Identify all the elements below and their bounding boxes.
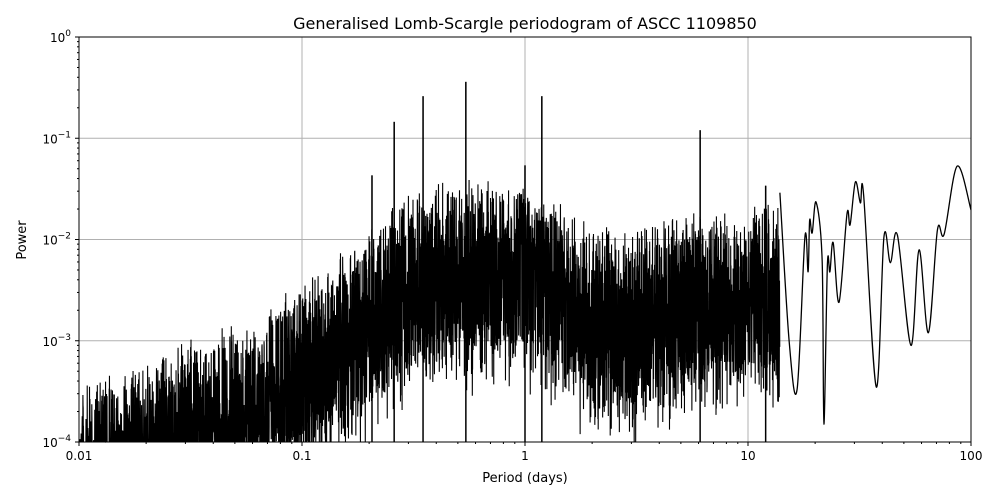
x-tick-label: 10 [740, 449, 755, 463]
y-tick-label: 10−4 [42, 434, 71, 450]
y-tick-exponent: −4 [58, 434, 72, 444]
y-tick-base: 10 [42, 436, 57, 450]
y-tick-exponent: 0 [65, 29, 71, 39]
y-tick-base: 10 [42, 335, 57, 349]
x-tick-label: 1 [521, 449, 529, 463]
y-tick-base: 10 [42, 132, 57, 146]
y-tick-exponent: −3 [58, 333, 71, 343]
x-axis: 0.01 0.1 1 10 100 [66, 442, 983, 463]
series-line-tail [779, 165, 972, 425]
y-tick-label: 100 [50, 29, 71, 45]
y-tick-exponent: −1 [58, 130, 71, 140]
y-tick-base: 10 [50, 31, 65, 45]
x-axis-label: Period (days) [482, 471, 568, 486]
x-tick-label: 100 [960, 449, 983, 463]
y-axis-label: Power [15, 220, 30, 260]
series-power [79, 81, 972, 443]
y-tick-label: 10−2 [42, 232, 71, 248]
chart-title: Generalised Lomb-Scargle periodogram of … [293, 14, 757, 33]
series-line-noise [79, 81, 781, 443]
x-tick-label: 0.01 [66, 449, 93, 463]
y-tick-exponent: −2 [58, 232, 71, 242]
x-tick-label: 0.1 [292, 449, 311, 463]
y-tick-label: 10−3 [42, 333, 71, 349]
y-tick-label: 10−1 [42, 130, 71, 146]
y-tick-base: 10 [42, 234, 57, 248]
